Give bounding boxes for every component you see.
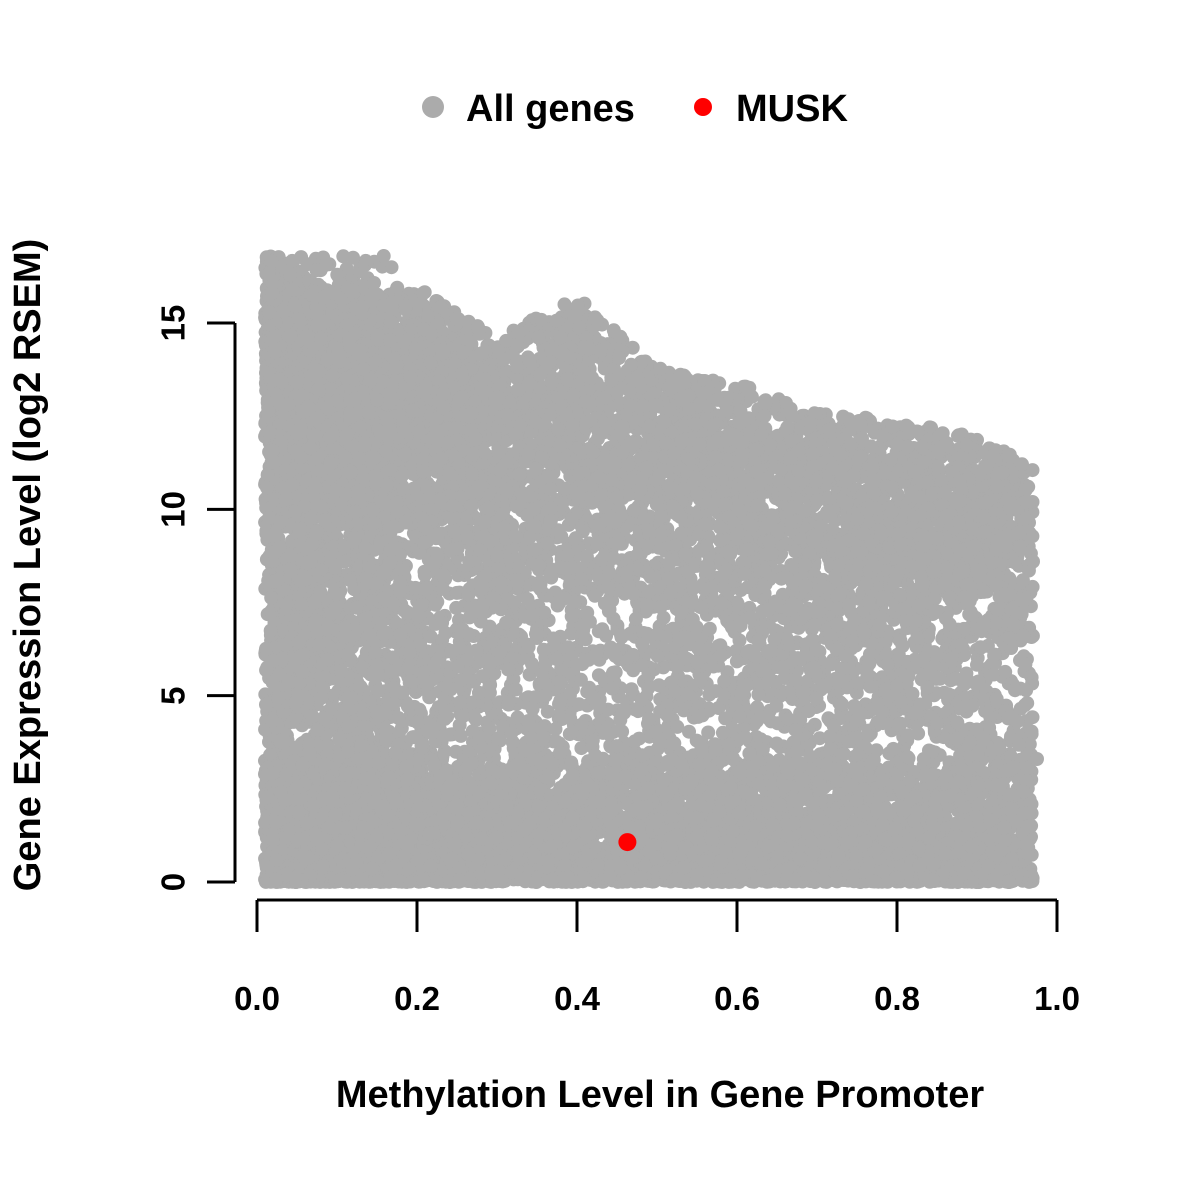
musk-point	[618, 833, 637, 852]
legend-label-all-genes: All genes	[466, 88, 635, 130]
y-tick-label: 0	[155, 873, 192, 891]
x-tick-label: 0.8	[874, 980, 920, 1017]
y-tick-label: 5	[155, 686, 192, 704]
x-tick-label: 0.4	[554, 980, 601, 1017]
x-tick-label: 0.2	[394, 980, 440, 1017]
x-tick-label: 0.6	[714, 980, 760, 1017]
y-tick-label: 15	[155, 305, 192, 342]
x-tick-label: 0.0	[234, 980, 280, 1017]
x-tick-label: 1.0	[1034, 980, 1080, 1017]
legend: All genes MUSK	[422, 88, 848, 130]
y-axis-title: Gene Expression Level (log2 RSEM)	[7, 239, 49, 892]
legend-label-musk: MUSK	[736, 88, 848, 130]
y-axis: 0 5 10 15	[155, 305, 237, 892]
data-points-all-genes	[258, 249, 1044, 889]
x-axis-title: Methylation Level in Gene Promoter	[336, 1074, 984, 1116]
y-axis-ticks	[207, 321, 235, 884]
y-axis-tick-labels: 0 5 10 15	[155, 305, 192, 892]
legend-marker-all-genes	[422, 96, 444, 118]
x-axis: 0.0 0.2 0.4 0.6 0.8 1.0	[234, 898, 1080, 1017]
x-axis-tick-labels: 0.0 0.2 0.4 0.6 0.8 1.0	[234, 980, 1080, 1017]
legend-marker-musk	[694, 98, 712, 116]
data-point-musk	[618, 833, 637, 852]
y-tick-label: 10	[155, 491, 192, 528]
x-axis-ticks	[255, 900, 1059, 932]
